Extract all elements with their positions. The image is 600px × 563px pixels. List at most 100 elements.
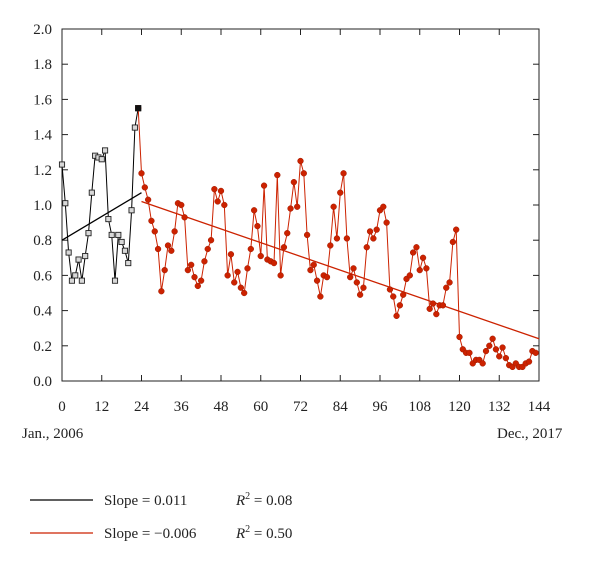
data-point <box>303 231 311 239</box>
data-point <box>257 252 264 260</box>
data-point <box>178 201 185 209</box>
legend-r2-value-black: = 0.08 <box>250 493 292 509</box>
data-point <box>108 231 115 238</box>
data-point <box>330 203 337 210</box>
data-point <box>98 156 105 163</box>
data-point <box>287 205 294 212</box>
data-point <box>144 196 152 203</box>
data-point <box>443 284 450 291</box>
data-point <box>386 286 394 293</box>
data-point <box>201 258 208 265</box>
data-point <box>58 161 66 168</box>
data-point <box>148 217 155 224</box>
data-point <box>188 261 195 268</box>
data-point <box>482 347 490 355</box>
data-point <box>416 266 423 274</box>
x-tick-label: 24 <box>134 399 150 415</box>
data-point <box>280 244 288 251</box>
data-point <box>350 265 357 272</box>
data-point <box>234 268 241 276</box>
data-point <box>138 170 145 177</box>
data-point <box>307 266 314 274</box>
data-point <box>217 187 225 195</box>
data-point <box>105 216 112 223</box>
x-tick-label: 0 <box>58 399 66 415</box>
data-point <box>204 245 211 253</box>
plot-area <box>61 28 540 382</box>
data-point <box>370 235 377 242</box>
x-start-label: Jan., 2006 <box>22 426 84 442</box>
data-point <box>396 302 404 309</box>
data-point <box>68 277 75 284</box>
x-tick-label: 36 <box>174 399 190 415</box>
legend-r2-black: R2 = 0.08 <box>235 491 292 509</box>
data-point <box>118 238 125 246</box>
series-group <box>58 105 539 371</box>
legend: Slope = 0.011 R2 = 0.08 Slope = −0.006 R… <box>30 491 292 542</box>
data-point <box>360 284 367 291</box>
legend-slope-red: Slope = −0.006 <box>104 526 197 542</box>
data-point <box>227 251 235 258</box>
data-point <box>128 207 135 214</box>
data-point <box>290 178 298 186</box>
data-point <box>168 247 175 254</box>
trend-line-0 <box>61 192 142 241</box>
data-point <box>380 203 387 210</box>
data-point <box>449 238 457 246</box>
data-point <box>131 124 138 131</box>
data-point <box>151 228 158 235</box>
legend-r2-symbol-black: R <box>235 493 245 509</box>
legend-r2-value-red: = 0.50 <box>250 526 292 542</box>
x-tick-label: 84 <box>333 399 349 415</box>
data-point <box>373 226 380 233</box>
data-point <box>62 200 69 207</box>
data-point <box>433 310 440 318</box>
data-point <box>423 265 430 272</box>
data-point <box>419 254 427 261</box>
data-point <box>446 279 453 286</box>
y-tick-label: 0.8 <box>33 233 52 249</box>
data-point <box>347 274 354 281</box>
y-tick-label: 0.2 <box>33 339 52 355</box>
data-point <box>317 293 324 300</box>
data-point <box>496 353 503 360</box>
data-point <box>221 201 228 209</box>
data-point <box>277 272 284 279</box>
y-tick-label: 1.2 <box>33 163 52 179</box>
data-point <box>181 214 188 221</box>
x-tick-label: 144 <box>528 399 551 415</box>
data-point <box>270 259 278 267</box>
data-point <box>211 186 218 193</box>
data-point <box>489 335 496 342</box>
data-point <box>65 249 72 256</box>
data-point <box>337 189 344 196</box>
data-point <box>214 198 221 205</box>
data-point <box>426 305 433 312</box>
data-point <box>141 184 148 191</box>
trend-lines <box>61 192 540 340</box>
axes: 0 12 24 36 48 60 72 84 96 108 120 132 144 0.0 0.2 0.4 0.… <box>33 22 551 415</box>
data-point <box>125 260 132 267</box>
data-point <box>247 245 254 253</box>
x-end-label: Dec., 2017 <box>497 426 563 442</box>
data-point <box>237 284 245 291</box>
data-point <box>466 349 473 356</box>
data-point <box>260 182 268 189</box>
legend-slope-black: Slope = 0.011 <box>104 493 187 509</box>
data-point <box>390 293 397 300</box>
trend-line-1 <box>141 200 540 340</box>
data-point <box>207 237 215 244</box>
data-point <box>284 230 291 237</box>
data-point <box>439 302 447 309</box>
y-tick-label: 0.6 <box>33 268 52 284</box>
data-point <box>429 300 437 307</box>
data-point <box>171 228 178 235</box>
data-point <box>274 171 281 179</box>
data-point <box>300 170 307 177</box>
data-point <box>413 244 420 251</box>
data-point <box>72 272 79 279</box>
legend-r2-symbol-red: R <box>235 526 245 542</box>
data-point <box>250 207 258 214</box>
x-tick-label: 132 <box>488 399 511 415</box>
